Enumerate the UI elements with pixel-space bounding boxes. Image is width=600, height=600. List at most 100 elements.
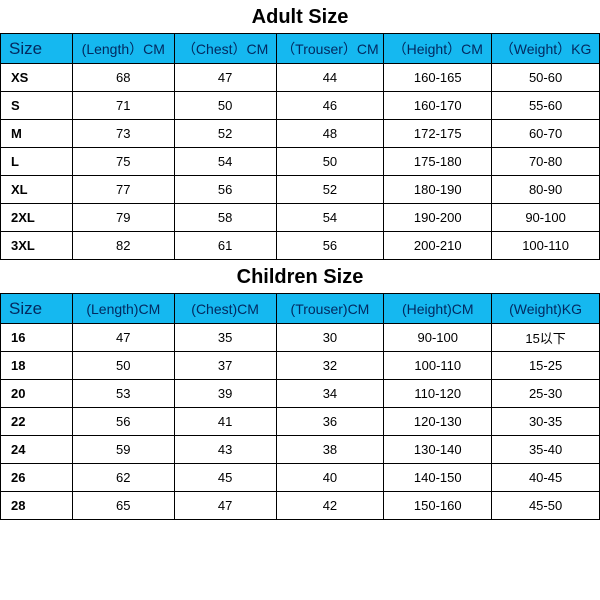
adult-cell: 46 xyxy=(276,92,384,120)
children-cell: 45 xyxy=(174,464,276,492)
children-row: 18503732100-11015-25 xyxy=(1,352,600,380)
adult-cell: 180-190 xyxy=(384,176,492,204)
adult-cell: 175-180 xyxy=(384,148,492,176)
adult-cell: 82 xyxy=(72,232,174,260)
children-cell: 53 xyxy=(72,380,174,408)
adult-cell: 71 xyxy=(72,92,174,120)
children-cell: 24 xyxy=(1,436,73,464)
children-cell: 34 xyxy=(276,380,384,408)
children-cell: 40-45 xyxy=(492,464,600,492)
children-cell: 22 xyxy=(1,408,73,436)
adult-header-5: （Weight）KG xyxy=(492,34,600,64)
adult-cell: 50-60 xyxy=(492,64,600,92)
adult-cell: 79 xyxy=(72,204,174,232)
adult-cell: 160-165 xyxy=(384,64,492,92)
children-row: 28654742150-16045-50 xyxy=(1,492,600,520)
adult-cell: 68 xyxy=(72,64,174,92)
children-cell: 15以下 xyxy=(492,324,600,352)
children-row: 24594338130-14035-40 xyxy=(1,436,600,464)
children-cell: 30-35 xyxy=(492,408,600,436)
adult-header-4: （Height）CM xyxy=(384,34,492,64)
children-cell: 28 xyxy=(1,492,73,520)
adult-header-1: (Length）CM xyxy=(72,34,174,64)
children-cell: 130-140 xyxy=(384,436,492,464)
children-header-2: (Chest)CM xyxy=(174,294,276,324)
adult-row: 3XL826156200-210100-110 xyxy=(1,232,600,260)
children-cell: 26 xyxy=(1,464,73,492)
adult-cell: 70-80 xyxy=(492,148,600,176)
adult-cell: 100-110 xyxy=(492,232,600,260)
adult-cell: 200-210 xyxy=(384,232,492,260)
children-cell: 65 xyxy=(72,492,174,520)
children-cell: 150-160 xyxy=(384,492,492,520)
adult-cell: 73 xyxy=(72,120,174,148)
children-cell: 38 xyxy=(276,436,384,464)
children-cell: 43 xyxy=(174,436,276,464)
adult-row: XL775652180-19080-90 xyxy=(1,176,600,204)
children-cell: 36 xyxy=(276,408,384,436)
children-cell: 47 xyxy=(72,324,174,352)
children-cell: 40 xyxy=(276,464,384,492)
children-header-0: Size xyxy=(1,294,73,324)
adult-cell: 56 xyxy=(174,176,276,204)
adult-cell: 190-200 xyxy=(384,204,492,232)
adult-cell: 44 xyxy=(276,64,384,92)
children-cell: 47 xyxy=(174,492,276,520)
children-cell: 110-120 xyxy=(384,380,492,408)
adult-cell: XS xyxy=(1,64,73,92)
adult-cell: 47 xyxy=(174,64,276,92)
children-header-4: (Height)CM xyxy=(384,294,492,324)
adult-cell: L xyxy=(1,148,73,176)
children-cell: 140-150 xyxy=(384,464,492,492)
children-cell: 39 xyxy=(174,380,276,408)
children-cell: 25-30 xyxy=(492,380,600,408)
adult-cell: 75 xyxy=(72,148,174,176)
adult-cell: 54 xyxy=(174,148,276,176)
adult-cell: M xyxy=(1,120,73,148)
adult-cell: 172-175 xyxy=(384,120,492,148)
children-cell: 59 xyxy=(72,436,174,464)
children-cell: 120-130 xyxy=(384,408,492,436)
children-cell: 18 xyxy=(1,352,73,380)
adult-header-2: （Chest）CM xyxy=(174,34,276,64)
children-cell: 42 xyxy=(276,492,384,520)
children-cell: 90-100 xyxy=(384,324,492,352)
adult-cell: S xyxy=(1,92,73,120)
adult-cell: 160-170 xyxy=(384,92,492,120)
adult-table: Size(Length）CM（Chest）CM（Trouser）CM（Heigh… xyxy=(0,33,600,260)
adult-cell: 50 xyxy=(174,92,276,120)
children-title: Children Size xyxy=(0,260,600,293)
adult-cell: 58 xyxy=(174,204,276,232)
adult-cell: 90-100 xyxy=(492,204,600,232)
adult-header-3: （Trouser）CM xyxy=(276,34,384,64)
children-cell: 32 xyxy=(276,352,384,380)
children-cell: 37 xyxy=(174,352,276,380)
adult-cell: 48 xyxy=(276,120,384,148)
children-cell: 100-110 xyxy=(384,352,492,380)
adult-row: XS684744160-16550-60 xyxy=(1,64,600,92)
children-cell: 62 xyxy=(72,464,174,492)
adult-cell: 77 xyxy=(72,176,174,204)
adult-cell: XL xyxy=(1,176,73,204)
children-cell: 35-40 xyxy=(492,436,600,464)
children-table: Size(Length)CM(Chest)CM(Trouser)CM(Heigh… xyxy=(0,293,600,520)
children-cell: 15-25 xyxy=(492,352,600,380)
adult-cell: 80-90 xyxy=(492,176,600,204)
adult-cell: 60-70 xyxy=(492,120,600,148)
children-cell: 45-50 xyxy=(492,492,600,520)
adult-cell: 55-60 xyxy=(492,92,600,120)
adult-cell: 3XL xyxy=(1,232,73,260)
children-cell: 20 xyxy=(1,380,73,408)
adult-row: M735248172-17560-70 xyxy=(1,120,600,148)
adult-row: S715046160-17055-60 xyxy=(1,92,600,120)
children-header-3: (Trouser)CM xyxy=(276,294,384,324)
children-cell: 30 xyxy=(276,324,384,352)
adult-cell: 52 xyxy=(174,120,276,148)
children-cell: 41 xyxy=(174,408,276,436)
children-row: 20533934110-12025-30 xyxy=(1,380,600,408)
children-row: 22564136120-13030-35 xyxy=(1,408,600,436)
adult-cell: 61 xyxy=(174,232,276,260)
adult-cell: 52 xyxy=(276,176,384,204)
adult-header-0: Size xyxy=(1,34,73,64)
children-cell: 16 xyxy=(1,324,73,352)
